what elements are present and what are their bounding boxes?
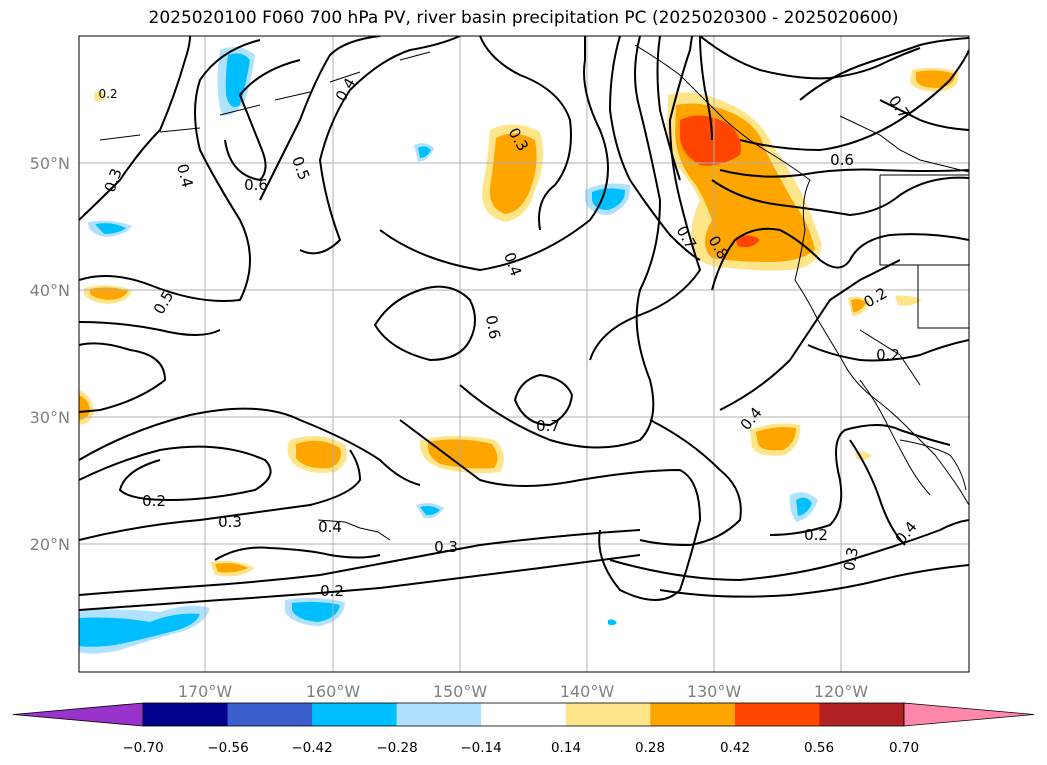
contour-label: 0.4 xyxy=(318,518,342,536)
lon-label: 140°W xyxy=(560,682,615,701)
gridlines xyxy=(79,36,969,672)
contour-label: 0.6 xyxy=(482,314,504,341)
colorbar-segment xyxy=(227,703,313,726)
latitude-labels: 50°N 40°N 30°N 20°N xyxy=(30,154,70,554)
colorbar-tick-label: −0.56 xyxy=(207,740,248,756)
contour-label: 0.6 xyxy=(830,151,854,169)
colorbar-segment xyxy=(312,703,398,726)
colorbar-tick-label: 0.42 xyxy=(720,740,750,756)
lon-label: 120°W xyxy=(814,682,869,701)
colorbar-tick-label: −0.42 xyxy=(291,740,332,756)
map-border xyxy=(78,35,970,673)
map-title: 2025020100 F060 700 hPa PV, river basin … xyxy=(148,8,899,28)
contour-label: 0.3 xyxy=(218,513,242,531)
colorbar-segment xyxy=(396,703,482,726)
contour-label: 0.2 xyxy=(804,526,828,544)
longitude-labels: 170°W 160°W 150°W 140°W 130°W 120°W xyxy=(178,682,869,701)
colorbar-segment xyxy=(650,703,736,726)
colorbar-segment xyxy=(734,703,820,726)
lat-label: 30°N xyxy=(30,408,70,427)
colorbar-tick-label: −0.14 xyxy=(460,740,501,756)
colorbar-tick-label: −0.70 xyxy=(122,740,163,756)
lat-label: 20°N xyxy=(30,535,70,554)
contour-label: 0.6 xyxy=(244,176,268,194)
contour-label: 0.2 xyxy=(320,582,344,600)
lat-label: 40°N xyxy=(30,281,70,300)
contour-label: 0.3 xyxy=(840,546,862,573)
lat-label: 50°N xyxy=(30,154,70,173)
pv-contours xyxy=(79,36,969,611)
contour-label: 0.2 xyxy=(876,346,900,364)
colorbar-tick-label: 0.56 xyxy=(804,740,834,756)
lon-label: 130°W xyxy=(687,682,742,701)
contour-label: 0.3 xyxy=(434,538,458,556)
colorbar xyxy=(12,702,1035,727)
contour-label: 0.4 xyxy=(173,162,197,190)
colorbar-tick-label: 0.70 xyxy=(889,740,919,756)
colorbar-tick-label: 0.28 xyxy=(635,740,665,756)
lon-label: 150°W xyxy=(433,682,488,701)
lon-label: 170°W xyxy=(178,682,233,701)
colorbar-tick-labels: −0.70 −0.56 −0.42 −0.28 −0.14 0.14 0.28 … xyxy=(122,740,919,756)
colorbar-extend-right xyxy=(903,702,1035,727)
colorbar-tick-label: 0.14 xyxy=(551,740,581,756)
colorbar-extend-left xyxy=(12,702,144,727)
lon-label: 160°W xyxy=(306,682,361,701)
contour-label: 0.2 xyxy=(98,87,117,101)
coastlines xyxy=(99,44,969,541)
colorbar-outline xyxy=(142,702,905,727)
colorbar-segment xyxy=(819,703,905,726)
colorbar-segment xyxy=(481,703,567,726)
colorbar-tick-label: −0.28 xyxy=(376,740,417,756)
colorbar-segment xyxy=(143,703,228,726)
precipitation-shading xyxy=(79,46,959,654)
contour-label: 0.7 xyxy=(536,417,560,435)
contour-label: 0.2 xyxy=(142,492,166,510)
colorbar-segment xyxy=(565,703,651,726)
